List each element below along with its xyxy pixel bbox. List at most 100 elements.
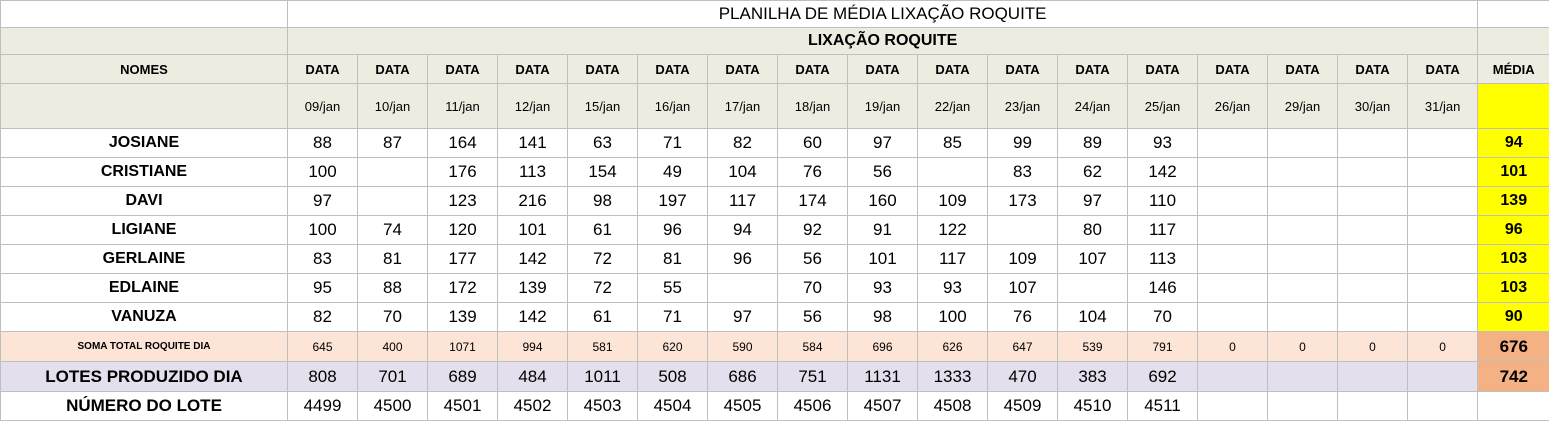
media-cell[interactable]: 101 xyxy=(1478,158,1549,187)
value-cell[interactable]: 72 xyxy=(568,274,638,303)
value-cell[interactable] xyxy=(358,158,428,187)
numero-value-cell[interactable]: 4507 xyxy=(848,392,918,421)
value-cell[interactable] xyxy=(1198,187,1268,216)
value-cell[interactable] xyxy=(1408,245,1478,274)
date-cell[interactable]: 25/jan xyxy=(1128,84,1198,129)
numero-value-cell[interactable]: 4511 xyxy=(1128,392,1198,421)
date-cell[interactable]: 19/jan xyxy=(848,84,918,129)
date-cell[interactable]: 24/jan xyxy=(1058,84,1128,129)
value-cell[interactable]: 117 xyxy=(708,187,778,216)
value-cell[interactable]: 173 xyxy=(988,187,1058,216)
lotes-value-cell[interactable]: 686 xyxy=(708,362,778,392)
value-cell[interactable]: 76 xyxy=(778,158,848,187)
date-cell[interactable]: 10/jan xyxy=(358,84,428,129)
numero-value-cell[interactable]: 4508 xyxy=(918,392,988,421)
soma-value-cell[interactable]: 539 xyxy=(1058,332,1128,362)
date-header[interactable]: DATA xyxy=(1408,55,1478,84)
value-cell[interactable] xyxy=(1408,158,1478,187)
value-cell[interactable] xyxy=(1268,303,1338,332)
media-cell[interactable]: 94 xyxy=(1478,129,1549,158)
value-cell[interactable]: 63 xyxy=(568,129,638,158)
value-cell[interactable] xyxy=(1198,129,1268,158)
name-cell[interactable]: LIGIANE xyxy=(1,216,288,245)
lotes-value-cell[interactable]: 484 xyxy=(498,362,568,392)
value-cell[interactable] xyxy=(1268,216,1338,245)
value-cell[interactable]: 113 xyxy=(498,158,568,187)
date-cell[interactable]: 16/jan xyxy=(638,84,708,129)
numero-value-cell[interactable] xyxy=(1268,392,1338,421)
value-cell[interactable]: 104 xyxy=(1058,303,1128,332)
numero-value-cell[interactable]: 4510 xyxy=(1058,392,1128,421)
numero-value-cell[interactable] xyxy=(1338,392,1408,421)
value-cell[interactable]: 98 xyxy=(848,303,918,332)
value-cell[interactable] xyxy=(1338,274,1408,303)
soma-label[interactable]: SOMA TOTAL ROQUITE DIA xyxy=(1,332,288,362)
value-cell[interactable]: 94 xyxy=(708,216,778,245)
value-cell[interactable] xyxy=(1198,274,1268,303)
value-cell[interactable] xyxy=(1408,129,1478,158)
lotes-value-cell[interactable]: 383 xyxy=(1058,362,1128,392)
numero-value-cell[interactable]: 4506 xyxy=(778,392,848,421)
sheet-subtitle[interactable]: LIXAÇÃO ROQUITE xyxy=(288,28,1478,55)
value-cell[interactable]: 146 xyxy=(1128,274,1198,303)
value-cell[interactable]: 142 xyxy=(498,245,568,274)
value-cell[interactable]: 49 xyxy=(638,158,708,187)
value-cell[interactable]: 93 xyxy=(1128,129,1198,158)
value-cell[interactable]: 88 xyxy=(288,129,358,158)
value-cell[interactable]: 96 xyxy=(708,245,778,274)
value-cell[interactable]: 109 xyxy=(988,245,1058,274)
value-cell[interactable]: 174 xyxy=(778,187,848,216)
value-cell[interactable]: 85 xyxy=(918,129,988,158)
value-cell[interactable]: 142 xyxy=(498,303,568,332)
numero-value-cell[interactable]: 4501 xyxy=(428,392,498,421)
value-cell[interactable]: 56 xyxy=(778,303,848,332)
title-empty-cell[interactable] xyxy=(1478,1,1549,28)
date-cell[interactable]: 12/jan xyxy=(498,84,568,129)
value-cell[interactable] xyxy=(1338,303,1408,332)
value-cell[interactable]: 97 xyxy=(708,303,778,332)
date-header[interactable]: DATA xyxy=(638,55,708,84)
value-cell[interactable]: 72 xyxy=(568,245,638,274)
date-header[interactable]: DATA xyxy=(778,55,848,84)
value-cell[interactable]: 101 xyxy=(498,216,568,245)
value-cell[interactable]: 154 xyxy=(568,158,638,187)
media-cell[interactable]: 90 xyxy=(1478,303,1549,332)
lotes-value-cell[interactable]: 701 xyxy=(358,362,428,392)
value-cell[interactable]: 92 xyxy=(778,216,848,245)
date-cell[interactable]: 29/jan xyxy=(1268,84,1338,129)
value-cell[interactable] xyxy=(1198,216,1268,245)
value-cell[interactable]: 216 xyxy=(498,187,568,216)
value-cell[interactable] xyxy=(1338,187,1408,216)
soma-value-cell[interactable]: 590 xyxy=(708,332,778,362)
value-cell[interactable]: 71 xyxy=(638,303,708,332)
date-header[interactable]: DATA xyxy=(428,55,498,84)
lotes-value-cell[interactable] xyxy=(1268,362,1338,392)
date-header[interactable]: DATA xyxy=(708,55,778,84)
value-cell[interactable]: 107 xyxy=(988,274,1058,303)
value-cell[interactable]: 97 xyxy=(848,129,918,158)
lotes-value-cell[interactable]: 1011 xyxy=(568,362,638,392)
value-cell[interactable]: 80 xyxy=(1058,216,1128,245)
media-cell[interactable]: 139 xyxy=(1478,187,1549,216)
date-header[interactable]: DATA xyxy=(1268,55,1338,84)
lotes-value-cell[interactable]: 1131 xyxy=(848,362,918,392)
names-header[interactable]: NOMES xyxy=(1,55,288,84)
name-cell[interactable]: VANUZA xyxy=(1,303,288,332)
value-cell[interactable]: 160 xyxy=(848,187,918,216)
numero-value-cell[interactable]: 4499 xyxy=(288,392,358,421)
value-cell[interactable]: 100 xyxy=(288,158,358,187)
value-cell[interactable] xyxy=(1198,245,1268,274)
lotes-value-cell[interactable]: 692 xyxy=(1128,362,1198,392)
value-cell[interactable]: 98 xyxy=(568,187,638,216)
date-cell[interactable]: 17/jan xyxy=(708,84,778,129)
value-cell[interactable]: 76 xyxy=(988,303,1058,332)
media-cell[interactable]: 96 xyxy=(1478,216,1549,245)
value-cell[interactable] xyxy=(1058,274,1128,303)
value-cell[interactable]: 97 xyxy=(1058,187,1128,216)
numero-value-cell[interactable]: 4509 xyxy=(988,392,1058,421)
value-cell[interactable]: 81 xyxy=(358,245,428,274)
value-cell[interactable]: 61 xyxy=(568,216,638,245)
value-cell[interactable] xyxy=(1338,129,1408,158)
value-cell[interactable]: 74 xyxy=(358,216,428,245)
value-cell[interactable]: 70 xyxy=(1128,303,1198,332)
